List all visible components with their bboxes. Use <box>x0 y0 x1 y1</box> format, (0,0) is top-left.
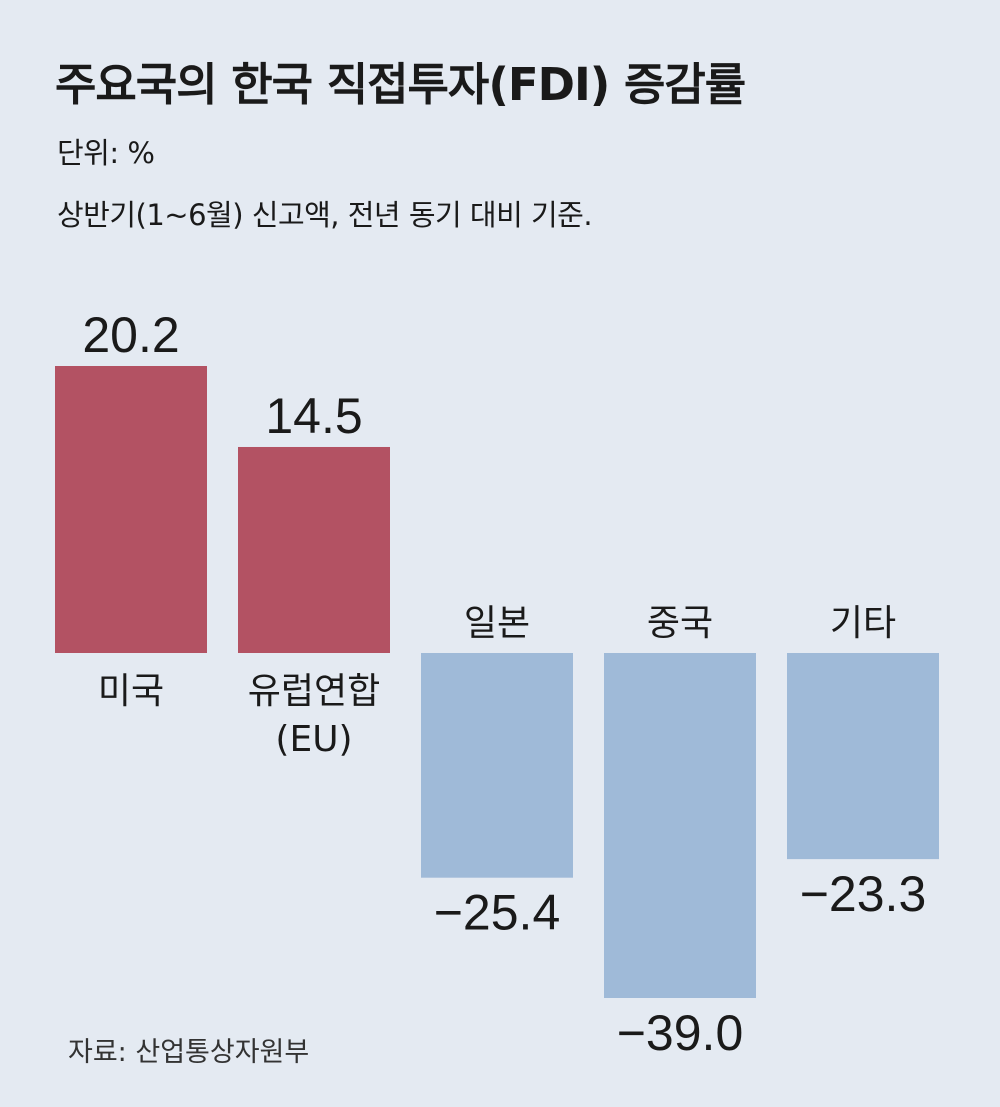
chart-subtitle: 상반기(1~6월) 신고액, 전년 동기 대비 기준. <box>57 198 593 232</box>
bar <box>55 366 207 653</box>
category-label: 기타 <box>830 603 896 644</box>
chart-title: 주요국의 한국 직접투자(FDI) 증감률 <box>55 58 746 111</box>
value-label: −25.4 <box>434 885 561 941</box>
value-label: −23.3 <box>800 866 927 922</box>
value-label: −39.0 <box>617 1005 744 1061</box>
category-label: (EU) <box>275 719 352 760</box>
category-label: 미국 <box>98 671 164 712</box>
bar <box>604 653 756 998</box>
value-label: 14.5 <box>265 388 362 444</box>
source-note: 자료: 산업통상자원부 <box>68 1037 310 1068</box>
category-label: 유럽연합 <box>248 671 380 712</box>
bar <box>421 653 573 878</box>
category-label: 중국 <box>647 603 713 644</box>
category-label: 일본 <box>464 603 530 644</box>
value-label: 20.2 <box>82 307 179 363</box>
bar <box>787 653 939 860</box>
unit-label: 단위: % <box>57 136 155 170</box>
bar <box>238 446 390 653</box>
